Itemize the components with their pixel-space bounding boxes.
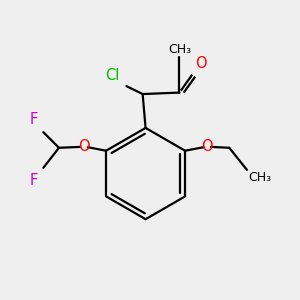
Text: Cl: Cl — [105, 68, 119, 83]
Text: O: O — [78, 139, 90, 154]
Text: CH₃: CH₃ — [248, 171, 272, 184]
Text: CH₃: CH₃ — [168, 43, 191, 56]
Text: F: F — [30, 173, 38, 188]
Text: F: F — [30, 112, 38, 127]
Text: O: O — [201, 139, 213, 154]
Text: O: O — [195, 56, 207, 70]
